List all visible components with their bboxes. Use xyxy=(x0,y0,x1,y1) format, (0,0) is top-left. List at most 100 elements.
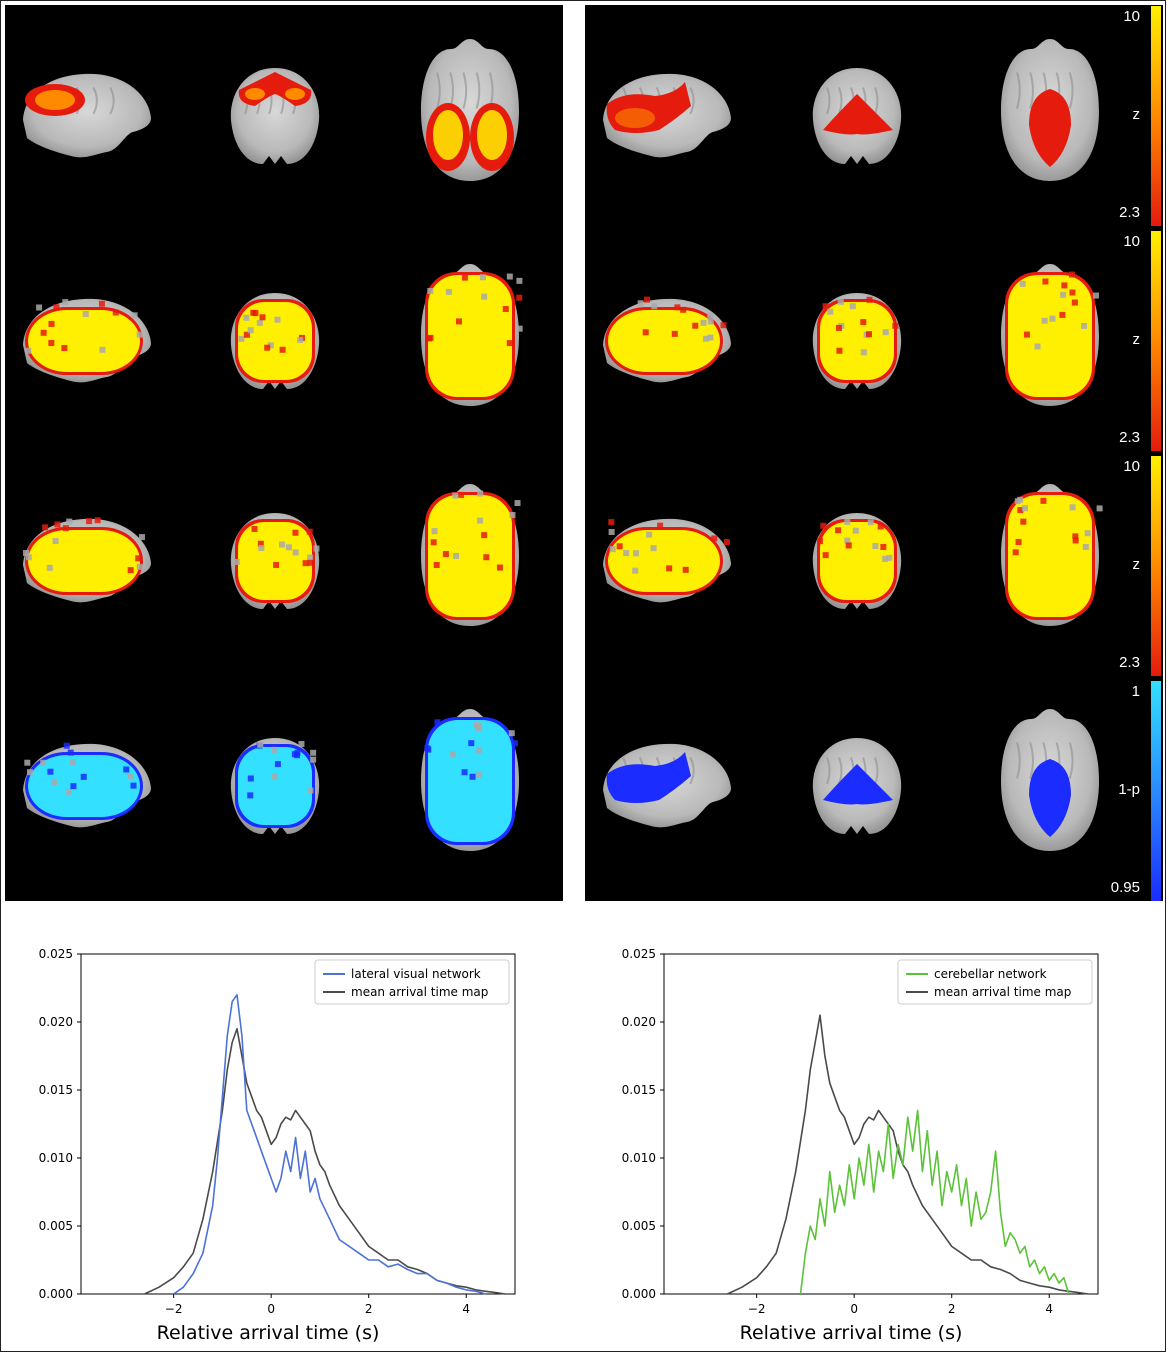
x-tick-label: 0 xyxy=(267,1302,275,1316)
brain-panel-left xyxy=(5,5,563,901)
legend-entry: cerebellar network xyxy=(934,967,1047,981)
brain-view-left-3-coronal xyxy=(225,505,325,620)
colorbar-4-min: 0.95 xyxy=(1111,879,1140,896)
brain-view-right-2-coronal xyxy=(807,285,907,400)
series-line-0 xyxy=(174,995,486,1294)
x-tick-label: 2 xyxy=(365,1302,373,1316)
brain-view-right-1-sagittal xyxy=(595,60,735,175)
colorbar-3-label: z xyxy=(1133,556,1141,573)
colorbar-3-max: 10 xyxy=(1123,458,1140,475)
legend-entry: mean arrival time map xyxy=(934,985,1071,999)
colorbar-2-label: z xyxy=(1133,331,1141,348)
x-tick-label: −2 xyxy=(748,1302,766,1316)
y-tick-label: 0.000 xyxy=(39,1287,73,1301)
brain-left-row2-sagittal xyxy=(15,285,155,395)
brain-left-row3-sagittal xyxy=(15,505,155,615)
brain-view-left-1-axial xyxy=(415,35,525,190)
brain-view-right-2-axial xyxy=(995,260,1105,415)
series-line-1 xyxy=(727,1015,1088,1294)
brain-right-row4-axial xyxy=(995,705,1105,855)
colorbar-4-label: 1-p xyxy=(1118,781,1140,798)
x-tick-label: 4 xyxy=(462,1302,470,1316)
colorbar-1-min: 2.3 xyxy=(1119,204,1140,221)
y-tick-label: 0.020 xyxy=(39,1015,73,1029)
brain-right-row3-coronal xyxy=(807,505,907,615)
colorbar-3-min: 2.3 xyxy=(1119,654,1140,671)
x-tick-label: 4 xyxy=(1045,1302,1053,1316)
legend-entry: mean arrival time map xyxy=(351,985,488,999)
brain-right-row1-coronal xyxy=(807,60,907,170)
legend-entry: lateral visual network xyxy=(351,967,481,981)
brain-left-row4-axial xyxy=(415,705,525,855)
brain-right-row4-coronal xyxy=(807,730,907,840)
y-tick-label: 0.005 xyxy=(39,1219,73,1233)
y-tick-label: 0.025 xyxy=(622,947,656,961)
colorbar-4-max: 1 xyxy=(1132,683,1140,700)
brain-view-left-4-axial xyxy=(415,705,525,860)
chart-cerebellar: 0.000 0.005 0.010 0.015 0.020 0.025 −2 0 2 4 Relat… xyxy=(584,906,1167,1351)
colorbar-4 xyxy=(1151,681,1161,901)
x-axis-label: Relative arrival time (s) xyxy=(740,1322,963,1344)
brain-view-right-1-axial xyxy=(995,35,1105,190)
y-tick-label: 0.020 xyxy=(622,1015,656,1029)
brain-view-right-4-axial xyxy=(995,705,1105,860)
brain-left-row2-coronal xyxy=(225,285,325,395)
brain-right-row1-sagittal xyxy=(595,60,735,170)
colorbar-1 xyxy=(1151,6,1161,226)
brain-right-row2-coronal xyxy=(807,285,907,395)
y-tick-label: 0.025 xyxy=(39,947,73,961)
plot-axes xyxy=(664,954,1098,1294)
y-tick-label: 0.000 xyxy=(622,1287,656,1301)
plot-axes xyxy=(81,954,515,1294)
x-tick-label: −2 xyxy=(165,1302,183,1316)
colorbar-2 xyxy=(1151,231,1161,451)
brain-view-left-4-coronal xyxy=(225,730,325,845)
brain-view-right-3-coronal xyxy=(807,505,907,620)
brain-view-right-2-sagittal xyxy=(595,285,735,400)
brain-view-right-4-coronal xyxy=(807,730,907,845)
brain-left-row4-sagittal xyxy=(15,730,155,840)
brain-right-row2-axial xyxy=(995,260,1105,410)
brain-view-left-4-sagittal xyxy=(15,730,155,845)
brain-view-right-1-coronal xyxy=(807,60,907,175)
brain-view-left-3-sagittal xyxy=(15,505,155,620)
brain-left-row3-coronal xyxy=(225,505,325,615)
colorbar-1-max: 10 xyxy=(1123,8,1140,25)
y-tick-label: 0.010 xyxy=(39,1151,73,1165)
colorbar-2-max: 10 xyxy=(1123,233,1140,250)
x-tick-label: 0 xyxy=(850,1302,858,1316)
brain-right-row3-axial xyxy=(995,480,1105,630)
chart-lateral-visual: 0.000 0.005 0.010 0.015 0.020 0.025 −2 0 2 4 Relat… xyxy=(1,906,584,1351)
brain-view-left-1-coronal xyxy=(225,60,325,175)
colorbar-2-min: 2.3 xyxy=(1119,429,1140,446)
colorbar-3 xyxy=(1151,456,1161,676)
brain-view-left-2-sagittal xyxy=(15,285,155,400)
x-axis-label: Relative arrival time (s) xyxy=(157,1322,380,1344)
brain-view-right-3-axial xyxy=(995,480,1105,635)
brain-right-row1-axial xyxy=(995,35,1105,185)
brain-view-right-4-sagittal xyxy=(595,730,735,845)
brain-view-left-1-sagittal xyxy=(15,60,155,175)
brain-view-right-3-sagittal xyxy=(595,505,735,620)
colorbar-1-label: z xyxy=(1133,106,1141,123)
y-tick-label: 0.015 xyxy=(39,1083,73,1097)
brain-view-left-3-axial xyxy=(415,480,525,635)
brain-left-row1-coronal xyxy=(225,60,325,170)
brain-left-row3-axial xyxy=(415,480,525,630)
brain-view-left-2-axial xyxy=(415,260,525,415)
x-tick-label: 2 xyxy=(948,1302,956,1316)
brain-view-left-2-coronal xyxy=(225,285,325,400)
brain-right-row4-sagittal xyxy=(595,730,735,840)
brain-right-row3-sagittal xyxy=(595,505,735,615)
brain-left-row2-axial xyxy=(415,260,525,410)
brain-left-row4-coronal xyxy=(225,730,325,840)
series-line-1 xyxy=(144,1029,505,1294)
y-tick-label: 0.010 xyxy=(622,1151,656,1165)
brain-left-row1-sagittal xyxy=(15,60,155,170)
brain-panel-right xyxy=(585,5,1163,901)
brain-right-row2-sagittal xyxy=(595,285,735,395)
y-tick-label: 0.005 xyxy=(622,1219,656,1233)
brain-left-row1-axial xyxy=(415,35,525,185)
series-line-0 xyxy=(801,1110,1069,1294)
